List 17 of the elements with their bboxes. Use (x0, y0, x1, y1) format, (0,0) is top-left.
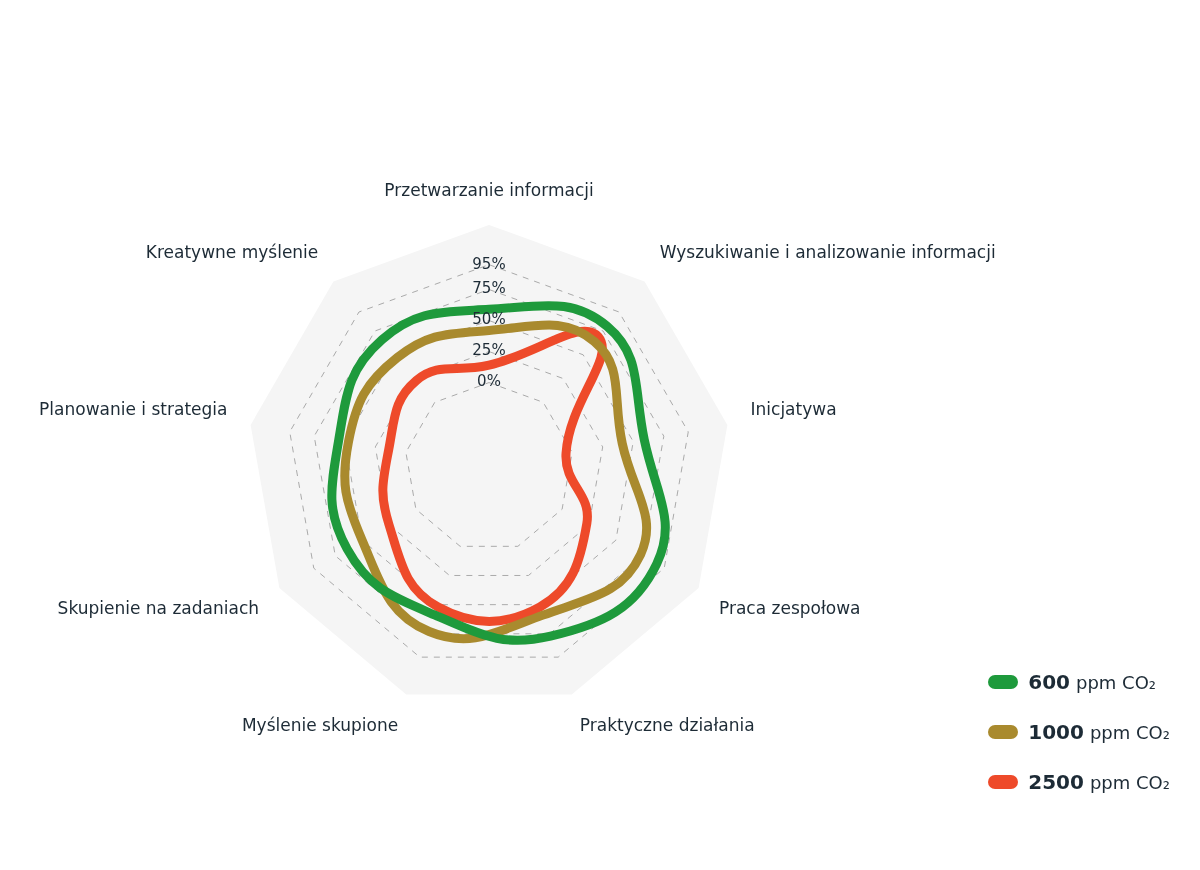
y-tick-label: 95% (472, 254, 506, 273)
spoke-label: Praktyczne działania (579, 715, 755, 736)
spoke-label: Myślenie skupione (241, 715, 399, 736)
spoke-label: Inicjatywa (750, 399, 837, 420)
y-tick-label: 0% (477, 372, 501, 391)
legend-label: 1000 ppm CO₂ (1028, 720, 1170, 744)
spoke-label: Wyszukiwanie i analizowanie informacji (659, 241, 996, 262)
spoke-label: Kreatywne myślenie (145, 241, 319, 262)
y-tick-label: 25% (472, 341, 506, 360)
y-tick-label: 75% (472, 279, 506, 298)
spoke-label: Planowanie i strategia (39, 399, 228, 420)
legend-label: 2500 ppm CO₂ (1028, 770, 1170, 794)
spoke-label: Praca zespołowa (718, 598, 861, 619)
y-tick-label: 50% (472, 310, 506, 329)
spoke-label: Przetwarzanie informacji (384, 179, 594, 200)
spoke-label: Skupienie na zadaniach (57, 598, 260, 619)
legend-label: 600 ppm CO₂ (1028, 670, 1157, 694)
